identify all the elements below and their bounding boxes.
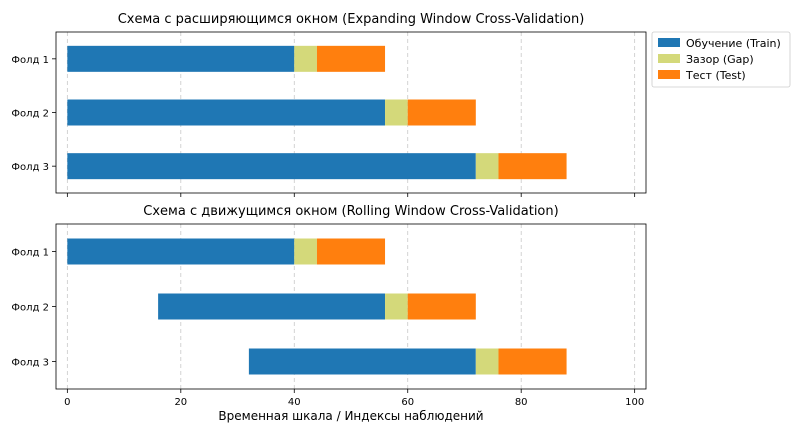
bar-panel2-fold3-gap: [475, 348, 499, 375]
xtick-label: 80: [515, 397, 528, 408]
bar-panel1-fold3-train: [67, 153, 476, 180]
bar-panel2-fold2-train: [158, 293, 386, 320]
bar-panel2-fold2-gap: [385, 293, 408, 320]
bar-panel2-fold2-test: [407, 293, 476, 320]
legend-swatch-train: [658, 38, 680, 47]
bar-panel1-fold1-test: [316, 45, 386, 72]
xtick-label: 40: [288, 397, 301, 408]
panel-title-1: Схема с расширяющимся окном (Expanding W…: [118, 12, 585, 27]
ytick-label: Фолд 2: [11, 303, 49, 314]
bar-panel1-fold2-test: [407, 99, 476, 126]
x-axis-label: Временная шкала / Индексы наблюдений: [218, 409, 483, 423]
xtick-label: 60: [401, 397, 414, 408]
bar-panel2-fold3-train: [248, 348, 476, 375]
legend: [651, 31, 791, 88]
panel-title-2: Схема с движущимся окном (Rolling Window…: [143, 204, 558, 219]
xtick-label: 100: [625, 397, 644, 408]
ytick-label: Фолд 1: [11, 248, 49, 259]
bar-panel1-fold2-train: [67, 99, 386, 126]
bar-panel2-fold1-train: [67, 238, 295, 265]
bar-panel1-fold1-gap: [294, 45, 317, 72]
legend-swatch-gap: [658, 54, 680, 63]
ytick-label: Фолд 3: [11, 358, 49, 369]
bar-panel2-fold1-gap: [294, 238, 317, 265]
panel-frame-2: [55, 223, 647, 390]
bar-panel2-fold3-test: [498, 348, 567, 375]
legend-label-train: Обучение (Train): [686, 37, 781, 50]
xtick-label: 20: [174, 397, 187, 408]
xtick-label: 0: [64, 397, 70, 408]
legend-label-gap: Зазор (Gap): [686, 53, 754, 66]
panel-frame-1: [55, 31, 647, 194]
legend-label-test: Тест (Test): [685, 69, 746, 82]
bar-panel2-fold1-test: [316, 238, 386, 265]
bar-panel1-fold3-test: [498, 153, 567, 180]
ytick-label: Фолд 3: [11, 162, 49, 173]
ytick-label: Фолд 1: [11, 55, 49, 66]
bar-panel1-fold1-train: [67, 45, 295, 72]
bar-panel1-fold3-gap: [475, 153, 499, 180]
legend-swatch-test: [658, 70, 680, 79]
bar-panel1-fold2-gap: [385, 99, 408, 126]
ytick-label: Фолд 2: [11, 109, 49, 120]
